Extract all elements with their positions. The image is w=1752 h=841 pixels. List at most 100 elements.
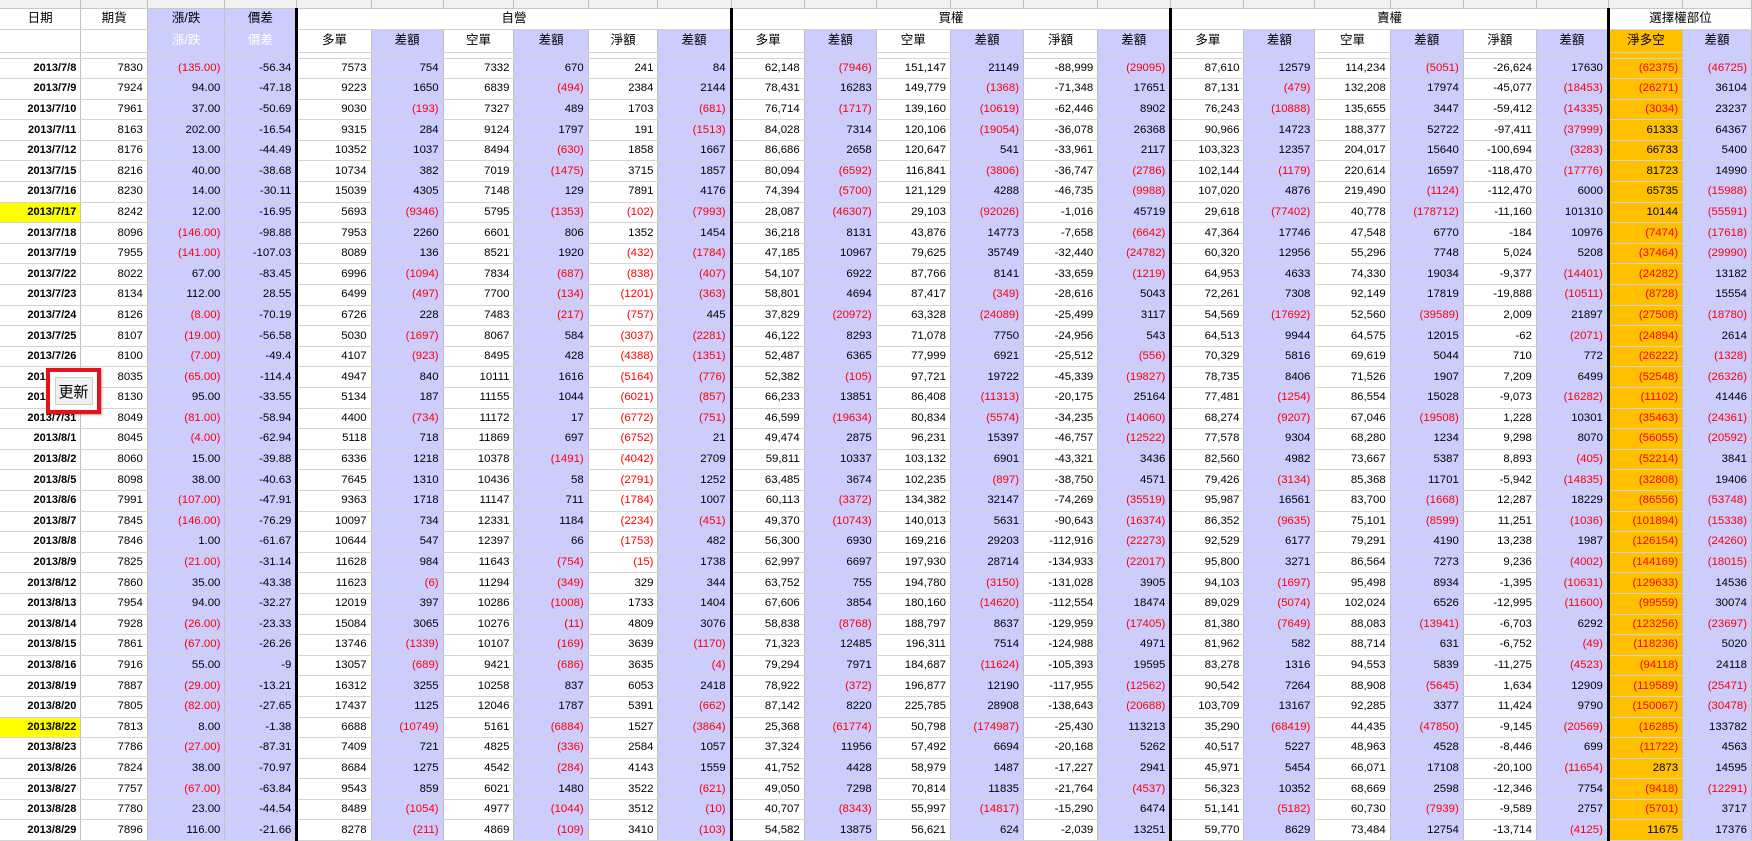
- table-cell[interactable]: 225,785: [876, 696, 951, 718]
- table-cell[interactable]: (24894): [1606, 325, 1684, 347]
- table-cell[interactable]: 81723: [1606, 160, 1684, 183]
- table-cell[interactable]: 102,024: [1314, 593, 1391, 615]
- table-cell[interactable]: 543: [1097, 325, 1173, 347]
- table-cell[interactable]: (27508): [1606, 305, 1684, 327]
- table-cell[interactable]: 1858: [588, 140, 659, 162]
- table-cell[interactable]: 718: [371, 428, 444, 450]
- table-cell[interactable]: (178712): [1390, 202, 1464, 224]
- table-cell[interactable]: 69,619: [1314, 346, 1391, 368]
- table-cell[interactable]: 6499: [296, 284, 372, 306]
- table-cell[interactable]: -56.34: [224, 58, 299, 80]
- table-cell[interactable]: 2,009: [1463, 305, 1537, 327]
- table-cell[interactable]: 754: [371, 58, 444, 80]
- table-cell[interactable]: 70,329: [1170, 346, 1245, 368]
- table-cell[interactable]: 113213: [1097, 717, 1173, 739]
- table-cell[interactable]: 12397: [443, 531, 515, 553]
- table-cell[interactable]: 6499: [1536, 366, 1609, 388]
- table-cell[interactable]: -27.65: [224, 696, 299, 718]
- table-cell[interactable]: 23.00: [147, 799, 226, 821]
- table-cell[interactable]: 4694: [804, 284, 877, 306]
- date-cell[interactable]: 2013/8/23: [0, 737, 82, 759]
- table-cell[interactable]: 78,735: [1170, 366, 1245, 388]
- table-cell[interactable]: -23.33: [224, 614, 299, 636]
- table-cell[interactable]: 5816: [1243, 346, 1316, 368]
- table-cell[interactable]: 40,778: [1314, 202, 1391, 224]
- date-cell[interactable]: 2013/8/9: [0, 552, 82, 574]
- table-cell[interactable]: 14773: [950, 222, 1025, 244]
- table-cell[interactable]: 547: [371, 531, 444, 553]
- table-cell[interactable]: 837: [513, 675, 589, 697]
- date-cell[interactable]: 2013/7/11: [0, 119, 82, 141]
- table-cell[interactable]: (19634): [804, 408, 877, 430]
- table-cell[interactable]: 47,548: [1314, 222, 1391, 244]
- table-cell[interactable]: 45,971: [1170, 758, 1245, 780]
- table-cell[interactable]: 70,814: [876, 778, 951, 800]
- table-cell[interactable]: 49,370: [731, 511, 805, 533]
- table-cell[interactable]: 64,953: [1170, 263, 1245, 286]
- table-cell[interactable]: 15084: [296, 614, 372, 636]
- table-cell[interactable]: (1784): [657, 243, 733, 265]
- table-cell[interactable]: -59,412: [1463, 99, 1537, 121]
- table-cell[interactable]: 58,979: [876, 758, 951, 780]
- table-cell[interactable]: 6365: [804, 346, 877, 368]
- table-cell[interactable]: 10337: [804, 449, 877, 471]
- table-cell[interactable]: 12754: [1390, 819, 1464, 841]
- table-cell[interactable]: 54,107: [731, 263, 805, 286]
- table-cell[interactable]: 4947: [296, 366, 372, 388]
- table-cell[interactable]: (11654): [1536, 758, 1609, 780]
- table-cell[interactable]: (29990): [1682, 243, 1752, 265]
- table-cell[interactable]: 489: [513, 99, 589, 121]
- table-cell[interactable]: 58: [513, 469, 589, 491]
- table-cell[interactable]: -36,747: [1023, 160, 1099, 183]
- table-cell[interactable]: 2658: [804, 140, 877, 162]
- table-cell[interactable]: 79,294: [731, 655, 805, 677]
- table-cell[interactable]: 84: [657, 58, 733, 80]
- table-cell[interactable]: -9,377: [1463, 263, 1537, 286]
- table-cell[interactable]: 24118: [1682, 655, 1752, 677]
- table-cell[interactable]: 11701: [1390, 469, 1464, 491]
- table-cell[interactable]: (23697): [1682, 614, 1752, 636]
- table-cell[interactable]: 8684: [296, 758, 372, 780]
- table-cell[interactable]: -24,956: [1023, 325, 1099, 347]
- table-cell[interactable]: -34,235: [1023, 408, 1099, 430]
- table-cell[interactable]: (67.00): [147, 634, 226, 656]
- table-cell[interactable]: 4176: [657, 181, 733, 203]
- table-cell[interactable]: 9,298: [1463, 428, 1537, 450]
- table-cell[interactable]: 13.00: [147, 140, 226, 162]
- table-cell[interactable]: -25,430: [1023, 717, 1099, 739]
- table-cell[interactable]: 19406: [1682, 469, 1752, 491]
- table-cell[interactable]: 40,707: [731, 799, 805, 821]
- table-cell[interactable]: 76,243: [1170, 99, 1245, 121]
- table-cell[interactable]: (1036): [1536, 511, 1609, 533]
- table-cell[interactable]: 11294: [443, 572, 515, 594]
- table-cell[interactable]: (734): [371, 408, 444, 430]
- table-cell[interactable]: 859: [371, 778, 444, 800]
- table-cell[interactable]: 19722: [950, 366, 1025, 388]
- table-cell[interactable]: 87,142: [731, 696, 805, 718]
- table-cell[interactable]: 89,029: [1170, 593, 1245, 615]
- table-cell[interactable]: -114.4: [224, 366, 299, 388]
- table-cell[interactable]: -100,694: [1463, 140, 1537, 162]
- table-cell[interactable]: (65.00): [147, 366, 226, 388]
- table-cell[interactable]: -46,757: [1023, 428, 1099, 450]
- table-cell[interactable]: 49,050: [731, 778, 805, 800]
- table-cell[interactable]: 5693: [296, 202, 372, 224]
- table-cell[interactable]: (3150): [950, 572, 1025, 594]
- table-cell[interactable]: 76,714: [731, 99, 805, 121]
- table-cell[interactable]: (1339): [371, 634, 444, 656]
- table-cell[interactable]: 3854: [804, 593, 877, 615]
- table-cell[interactable]: (10): [657, 799, 733, 821]
- table-cell[interactable]: -62: [1463, 325, 1537, 347]
- table-cell[interactable]: -134,933: [1023, 552, 1099, 574]
- table-cell[interactable]: (349): [950, 284, 1025, 306]
- table-cell[interactable]: -33,659: [1023, 263, 1099, 286]
- table-cell[interactable]: 8098: [80, 469, 148, 491]
- table-cell[interactable]: 1797: [513, 119, 589, 141]
- table-cell[interactable]: 17746: [1243, 222, 1316, 244]
- table-cell[interactable]: 12956: [1243, 243, 1316, 265]
- table-cell[interactable]: 94,553: [1314, 655, 1391, 677]
- table-cell[interactable]: (9635): [1243, 511, 1316, 533]
- table-cell[interactable]: 58,801: [731, 284, 805, 306]
- table-cell[interactable]: 11172: [443, 408, 515, 430]
- table-cell[interactable]: (5645): [1390, 675, 1464, 697]
